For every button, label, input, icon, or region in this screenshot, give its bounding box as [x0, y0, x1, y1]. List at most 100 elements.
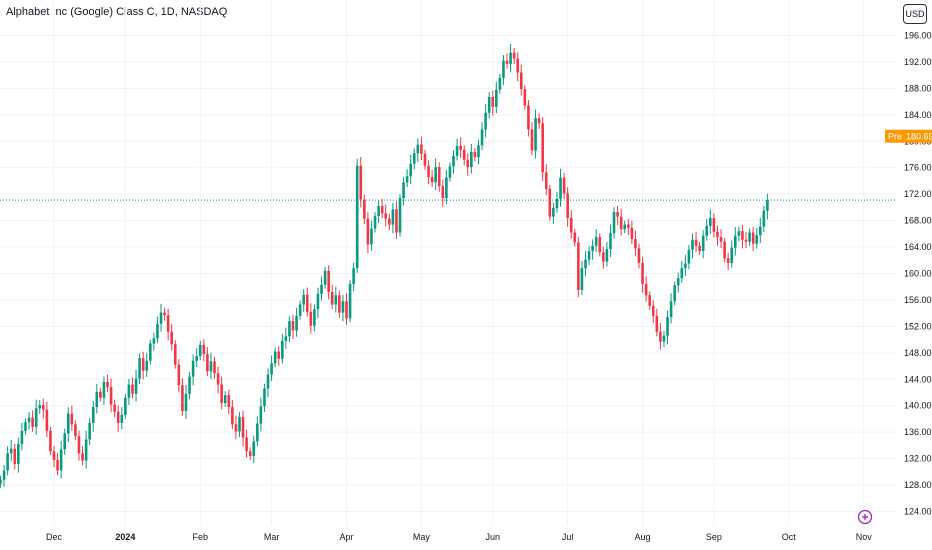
time-axis[interactable]: Dec 2024 Feb Mar Apr May Jun Jul Aug Sep Oct Nov	[46, 532, 872, 542]
candle	[612, 207, 616, 239]
candle	[548, 184, 552, 221]
candle	[673, 281, 676, 306]
candle	[256, 416, 259, 447]
candle	[66, 407, 70, 443]
candle	[49, 426, 52, 456]
candle	[716, 225, 719, 246]
candle	[723, 237, 726, 263]
candle	[605, 241, 609, 267]
candle	[241, 410, 245, 447]
candle	[213, 356, 216, 379]
candle	[159, 303, 163, 332]
candle	[334, 286, 338, 313]
candle	[120, 407, 124, 430]
candle	[380, 198, 384, 219]
candle	[302, 289, 305, 312]
candle	[127, 379, 131, 405]
candle	[330, 284, 334, 310]
candle	[719, 229, 723, 249]
y-tick-label: 168.00	[904, 216, 932, 226]
candle	[705, 218, 709, 241]
candle	[291, 314, 295, 340]
candle	[352, 262, 355, 292]
candle	[156, 316, 159, 344]
candle	[751, 226, 755, 251]
candle	[694, 231, 698, 253]
candle	[644, 276, 648, 302]
candle	[684, 254, 687, 277]
candle	[116, 405, 120, 432]
candle	[430, 169, 434, 188]
candle	[9, 439, 13, 462]
candle	[263, 383, 266, 412]
candle	[669, 293, 673, 324]
candle	[427, 160, 430, 185]
candle	[288, 316, 291, 342]
candle	[223, 391, 227, 408]
candle	[388, 213, 391, 231]
candle	[145, 352, 149, 378]
candle	[562, 172, 566, 200]
candle	[462, 145, 466, 166]
candle	[480, 122, 484, 151]
candle	[726, 252, 730, 271]
x-tick-label: Nov	[856, 532, 873, 542]
candle	[487, 92, 491, 119]
candle	[569, 210, 573, 239]
candle	[106, 374, 109, 392]
candle	[56, 452, 59, 476]
candle	[99, 387, 102, 402]
snapshot-icon[interactable]	[857, 509, 873, 525]
candle	[534, 109, 537, 159]
candle	[516, 52, 520, 82]
candle	[277, 345, 281, 366]
candle	[666, 310, 669, 345]
x-tick-label: Jul	[562, 532, 574, 542]
candle	[216, 366, 220, 394]
candle	[359, 157, 363, 208]
candle	[584, 250, 587, 277]
candle	[651, 300, 655, 323]
y-tick-label: 176.00	[904, 163, 932, 173]
candle	[24, 418, 27, 435]
candle	[166, 308, 170, 341]
candle	[566, 187, 569, 227]
candle	[173, 340, 177, 369]
candle	[34, 399, 38, 435]
candle	[81, 446, 84, 466]
candle	[280, 333, 284, 364]
x-tick-label: Feb	[192, 532, 208, 542]
candle	[573, 228, 577, 247]
candle	[138, 353, 141, 385]
candle	[659, 322, 662, 350]
candle	[52, 445, 56, 468]
candle	[523, 85, 527, 110]
candle	[184, 385, 188, 419]
candle	[594, 229, 598, 253]
candle	[91, 400, 95, 432]
x-tick-label: Mar	[264, 532, 280, 542]
candle	[737, 226, 741, 242]
candle	[502, 55, 505, 85]
candle	[434, 158, 437, 191]
candle	[484, 104, 487, 138]
candle	[373, 212, 377, 233]
candle	[124, 393, 127, 419]
candle	[527, 100, 530, 137]
candle	[437, 162, 441, 192]
currency-button[interactable]: USD	[903, 4, 927, 24]
candle	[248, 447, 252, 460]
x-tick-label: Aug	[635, 532, 651, 542]
candle	[198, 340, 202, 361]
y-tick-label: 164.00	[904, 242, 932, 252]
pre-market-tag: Pre	[888, 132, 902, 142]
candle	[441, 179, 445, 207]
price-axis[interactable]: 124.00 128.00 132.00 136.00 140.00 144.00 148.…	[885, 31, 932, 517]
candle	[338, 290, 341, 319]
y-tick-label: 148.00	[904, 348, 932, 358]
candle	[512, 47, 516, 65]
candle	[416, 138, 420, 162]
candle	[758, 217, 762, 244]
candle	[662, 330, 666, 348]
